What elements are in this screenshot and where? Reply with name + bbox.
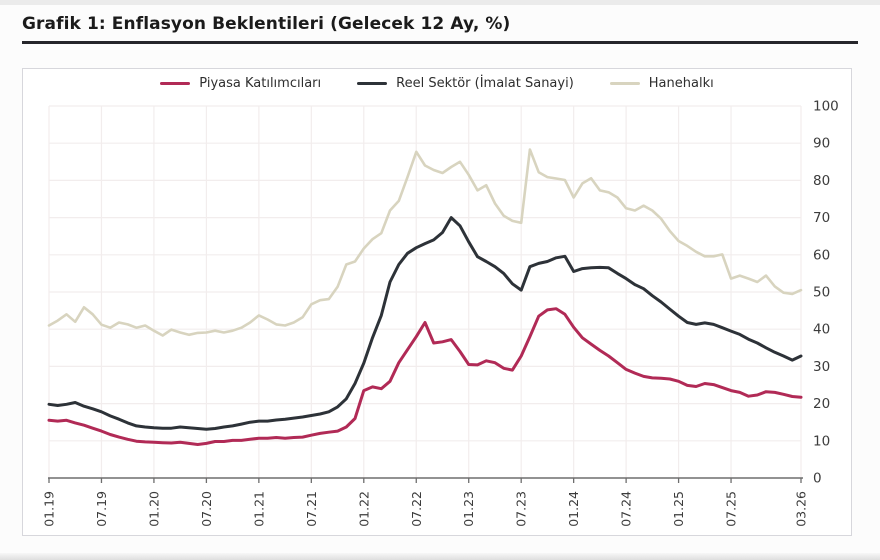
legend-label-1: Reel Sektör (İmalat Sanayi) [396, 76, 574, 91]
x-tick-label: 07.23 [514, 491, 529, 527]
x-axis-labels: 01.19 07.19 01.20 07.20 01.21 07.21 01.22 07.22… [42, 491, 809, 527]
y-tick-label: 0 [813, 471, 822, 487]
legend-item-2: Hanehalkı [609, 76, 714, 91]
legend: Piyasa Katılımcıları Reel Sektör (İmalat … [23, 76, 851, 91]
legend-swatch-0 [160, 82, 191, 85]
y-tick-label: 80 [813, 173, 830, 189]
x-tick-label: 01.20 [146, 491, 161, 527]
legend-label-2: Hanehalkı [648, 76, 714, 91]
legend-item-0: Piyasa Katılımcıları [160, 76, 321, 91]
legend-swatch-1 [357, 82, 388, 85]
gridlines [48, 105, 802, 478]
y-tick-label: 90 [813, 136, 830, 152]
x-tick-label: 07.25 [724, 491, 739, 527]
y-tick-label: 40 [813, 322, 830, 338]
x-tick-label: 07.24 [619, 491, 634, 527]
x-tick-label: 03.26 [794, 491, 809, 527]
series-line-2 [47, 148, 803, 337]
x-tick-label: 07.20 [199, 491, 214, 527]
chart-svg: 01.19 07.19 01.20 07.20 01.21 07.21 01.22 07.22… [42, 99, 839, 527]
chart-panel: 01.19 07.19 01.20 07.20 01.21 07.21 01.22 07.22… [22, 68, 852, 536]
y-tick-label: 100 [813, 99, 839, 115]
series-line-1 [47, 216, 803, 431]
x-tick-label: 01.24 [566, 491, 581, 527]
x-tick-label: 01.22 [356, 491, 371, 527]
page-title: Grafik 1: Enflasyon Beklentileri (Gelece… [22, 14, 511, 34]
y-tick-label: 70 [813, 210, 830, 226]
legend-item-1: Reel Sektör (İmalat Sanayi) [357, 76, 574, 91]
x-tick-label: 01.21 [251, 491, 266, 527]
legend-label-0: Piyasa Katılımcıları [199, 76, 322, 91]
x-axis-ticks [48, 478, 802, 483]
x-tick-label: 01.25 [671, 491, 686, 527]
x-tick-label: 01.19 [42, 491, 57, 527]
legend-swatch-2 [609, 82, 640, 85]
x-tick-label: 07.19 [94, 491, 109, 527]
y-axis-labels: 0 10 20 30 40 50 60 70 80 90 100 [813, 99, 839, 487]
y-tick-label: 30 [813, 359, 830, 375]
y-tick-label: 10 [813, 433, 830, 449]
series-line-0 [47, 307, 803, 446]
x-tick-label: 07.21 [304, 491, 319, 527]
page-top-strip [0, 0, 880, 5]
x-tick-label: 07.22 [409, 491, 424, 527]
x-tick-label: 01.23 [461, 491, 476, 527]
y-tick-label: 20 [813, 396, 830, 412]
chart-title-block: Grafik 1: Enflasyon Beklentileri (Gelece… [22, 14, 858, 44]
y-tick-label: 60 [813, 247, 830, 263]
page-bottom-strip [0, 553, 880, 560]
y-tick-label: 50 [813, 285, 830, 301]
